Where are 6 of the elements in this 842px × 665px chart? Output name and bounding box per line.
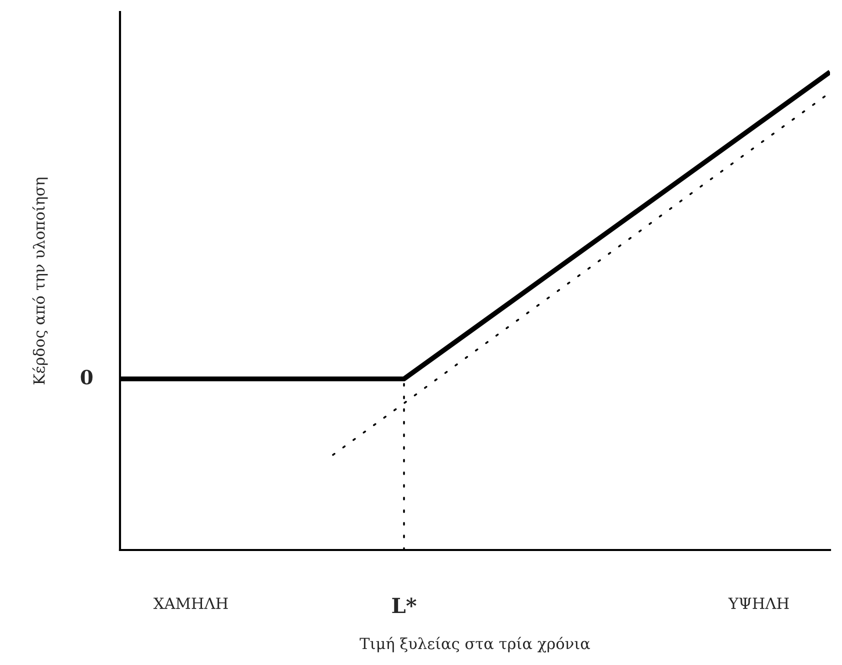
x-tick-label: ΧΑΜΗΛΗ (153, 598, 228, 609)
y-axis-title: Κέρδος από την υλοποίηση (32, 178, 48, 384)
text: 0 (80, 370, 93, 385)
x-axis-title: Τιμή ξυλείας στα τρία χρόνια (360, 636, 590, 652)
x-tick-label: ΥΨΗΛΗ (728, 598, 789, 609)
x-tick-label: L* (392, 598, 416, 614)
